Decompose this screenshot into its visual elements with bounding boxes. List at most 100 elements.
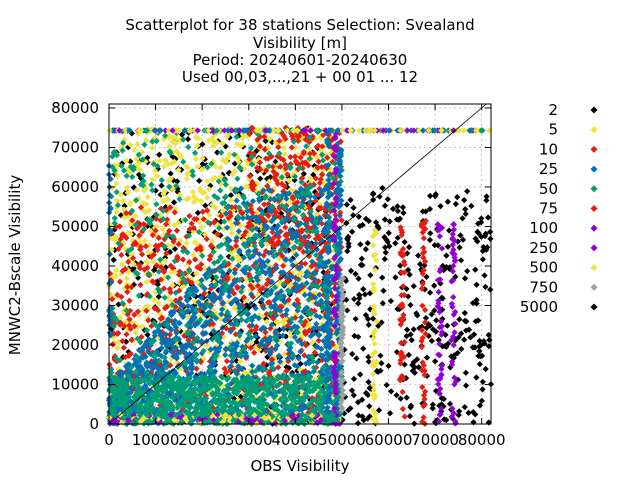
title-line-1: Scatterplot for 38 stations Selection: S…: [125, 16, 474, 34]
scatter-point: [464, 268, 471, 275]
scatter-point: [123, 331, 130, 338]
scatter-point: [429, 405, 436, 412]
scatter-point: [223, 358, 231, 365]
scatter-point: [362, 215, 370, 222]
scatter-point: [365, 358, 372, 365]
scatter-point: [384, 196, 391, 203]
scatter-point: [113, 267, 120, 274]
scatter-point: [476, 347, 483, 355]
scatter-point: [457, 330, 465, 337]
scatter-point: [350, 212, 357, 219]
scatter-point: [428, 311, 435, 318]
scatter-point: [394, 305, 401, 313]
scatter-point: [446, 400, 454, 407]
scatter-point: [280, 144, 288, 151]
scatter-point: [355, 213, 362, 220]
scatter-point: [388, 388, 395, 395]
scatter-point: [387, 297, 395, 305]
scatter-point: [383, 381, 390, 389]
scatter-point: [191, 239, 199, 246]
scatter-point: [189, 188, 196, 196]
scatter-point: [378, 319, 385, 326]
scatter-point: [349, 228, 356, 235]
scatter-point: [194, 142, 201, 149]
scatter-point: [375, 407, 383, 414]
scatter-point: [347, 196, 354, 204]
scatter-point: [355, 300, 362, 307]
scatter-point: [352, 315, 359, 323]
scatter-point: [403, 332, 410, 340]
scatter-point: [155, 299, 162, 306]
title-line-3: Period: 20240601-20240630: [193, 51, 408, 69]
scatter-point: [357, 371, 364, 378]
scatter-point: [461, 197, 468, 204]
scatter-point: [354, 420, 362, 427]
scatter-point: [457, 232, 464, 239]
scatter-point: [381, 202, 389, 209]
scatter-point: [482, 283, 489, 291]
scatter-point: [472, 266, 479, 273]
scatter-point: [431, 241, 438, 249]
scatter-point: [422, 314, 430, 322]
scatter-point: [426, 236, 434, 244]
scatter-point: [410, 326, 417, 333]
scatter-point: [370, 190, 377, 197]
scatter-point: [397, 395, 404, 402]
scatter-point: [405, 351, 412, 359]
scatter-point: [400, 209, 407, 216]
scatter-point: [350, 375, 358, 382]
scatter-point: [365, 321, 372, 328]
scatter-point: [392, 240, 399, 247]
scatter-point: [418, 323, 425, 330]
scatter-point: [410, 282, 417, 290]
scatter-point: [354, 399, 362, 406]
scatter-point: [456, 408, 463, 415]
scatter-point: [119, 261, 126, 268]
scatter-point: [360, 345, 367, 352]
scatter-point: [143, 278, 150, 285]
scatter-point: [455, 411, 462, 419]
scatter-point: [365, 378, 372, 386]
scatter-point: [234, 175, 241, 182]
scatter-point: [153, 201, 160, 208]
scatter-point: [167, 170, 174, 177]
scatter-point: [393, 392, 400, 399]
title-line-2: Visibility [m]: [253, 34, 347, 52]
scatter-point: [437, 203, 444, 210]
scatter-point: [362, 246, 369, 253]
scatter-point: [176, 195, 183, 203]
scatter-point: [385, 229, 392, 237]
scatter-point: [233, 357, 240, 365]
scatter-point: [444, 322, 451, 329]
scatter-point: [377, 367, 384, 374]
scatter-point: [204, 194, 211, 201]
scatter-point: [433, 317, 440, 324]
scatter-point: [385, 362, 392, 370]
scatter-point: [218, 149, 225, 156]
scatter-point: [156, 157, 163, 164]
scatter-point: [408, 337, 415, 344]
scatter-point: [485, 331, 492, 339]
scatter-point: [423, 354, 431, 361]
scatter-point: [183, 239, 190, 247]
scatter-point: [487, 235, 494, 242]
scatter-point: [432, 328, 440, 335]
scatter-point: [171, 245, 179, 253]
scatter-point: [221, 218, 228, 225]
scatter-point: [462, 206, 469, 213]
scatter-point: [382, 249, 389, 256]
scatter-point: [473, 374, 480, 381]
scatter-point: [423, 273, 430, 281]
scatter-point: [344, 307, 351, 314]
scatter-point: [350, 392, 357, 399]
scatter-point: [469, 299, 477, 307]
scatter-point: [369, 315, 377, 322]
scatter-point: [407, 301, 414, 309]
scatter-point: [427, 192, 434, 200]
scatter-point: [473, 300, 480, 307]
scatter-point: [113, 180, 120, 187]
scatter-point: [367, 272, 374, 279]
scatter-point: [456, 244, 463, 251]
scatter-point: [249, 362, 256, 369]
